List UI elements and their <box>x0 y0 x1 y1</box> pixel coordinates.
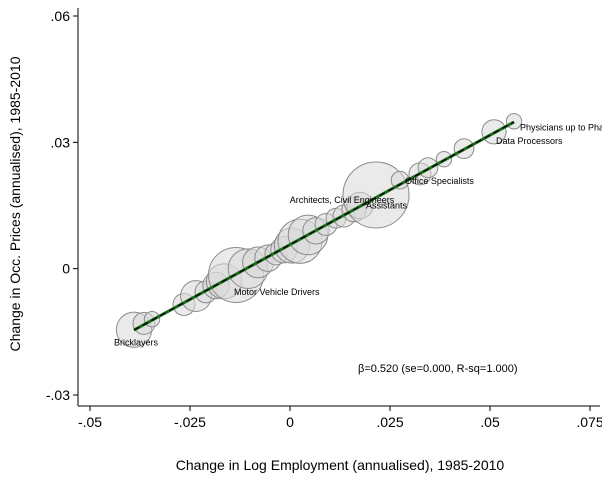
fit-line-dashed <box>133 121 515 331</box>
point-label: Motor Vehicle Drivers <box>234 287 320 297</box>
x-axis-label: Change in Log Employment (annualised), 1… <box>176 457 505 473</box>
point-label: Assistants <box>366 201 408 211</box>
point-label: Architects, Civil Engineers <box>290 195 395 205</box>
x-tick-label: -.05 <box>78 414 102 430</box>
x-ticks: -.05 -.025 0 .025 .05 .075 <box>78 406 602 430</box>
point-labels: Bricklayers Motor Vehicle Drivers Architec… <box>114 122 602 347</box>
x-tick-label: .075 <box>576 414 602 430</box>
regression-annotation: β=0.520 (se=0.000, R-sq=1.000) <box>358 363 518 375</box>
y-tick-label: .03 <box>51 134 71 150</box>
x-tick-label: .025 <box>376 414 403 430</box>
y-tick-label: -.03 <box>46 387 70 403</box>
x-tick-label: .05 <box>480 414 500 430</box>
y-tick-label: .06 <box>51 8 71 24</box>
y-axis-label: Change in Occ. Prices (annualised), 1985… <box>7 56 23 351</box>
point-label: Data Processors <box>496 136 563 146</box>
x-tick-label: -.025 <box>174 414 206 430</box>
x-tick-label: 0 <box>286 414 294 430</box>
point-label: Physicians up to Pharmac <box>520 122 602 132</box>
y-ticks: -.03 0 .03 .06 <box>46 8 78 403</box>
y-tick-label: 0 <box>62 261 70 277</box>
point-label: Office Specialists <box>405 176 474 186</box>
plot-area: -.05 -.025 0 .025 .05 .075 -.03 0 .03 .06 Brickl… <box>46 8 602 430</box>
point-label: Bricklayers <box>114 338 159 348</box>
fit-line-group <box>133 120 515 332</box>
